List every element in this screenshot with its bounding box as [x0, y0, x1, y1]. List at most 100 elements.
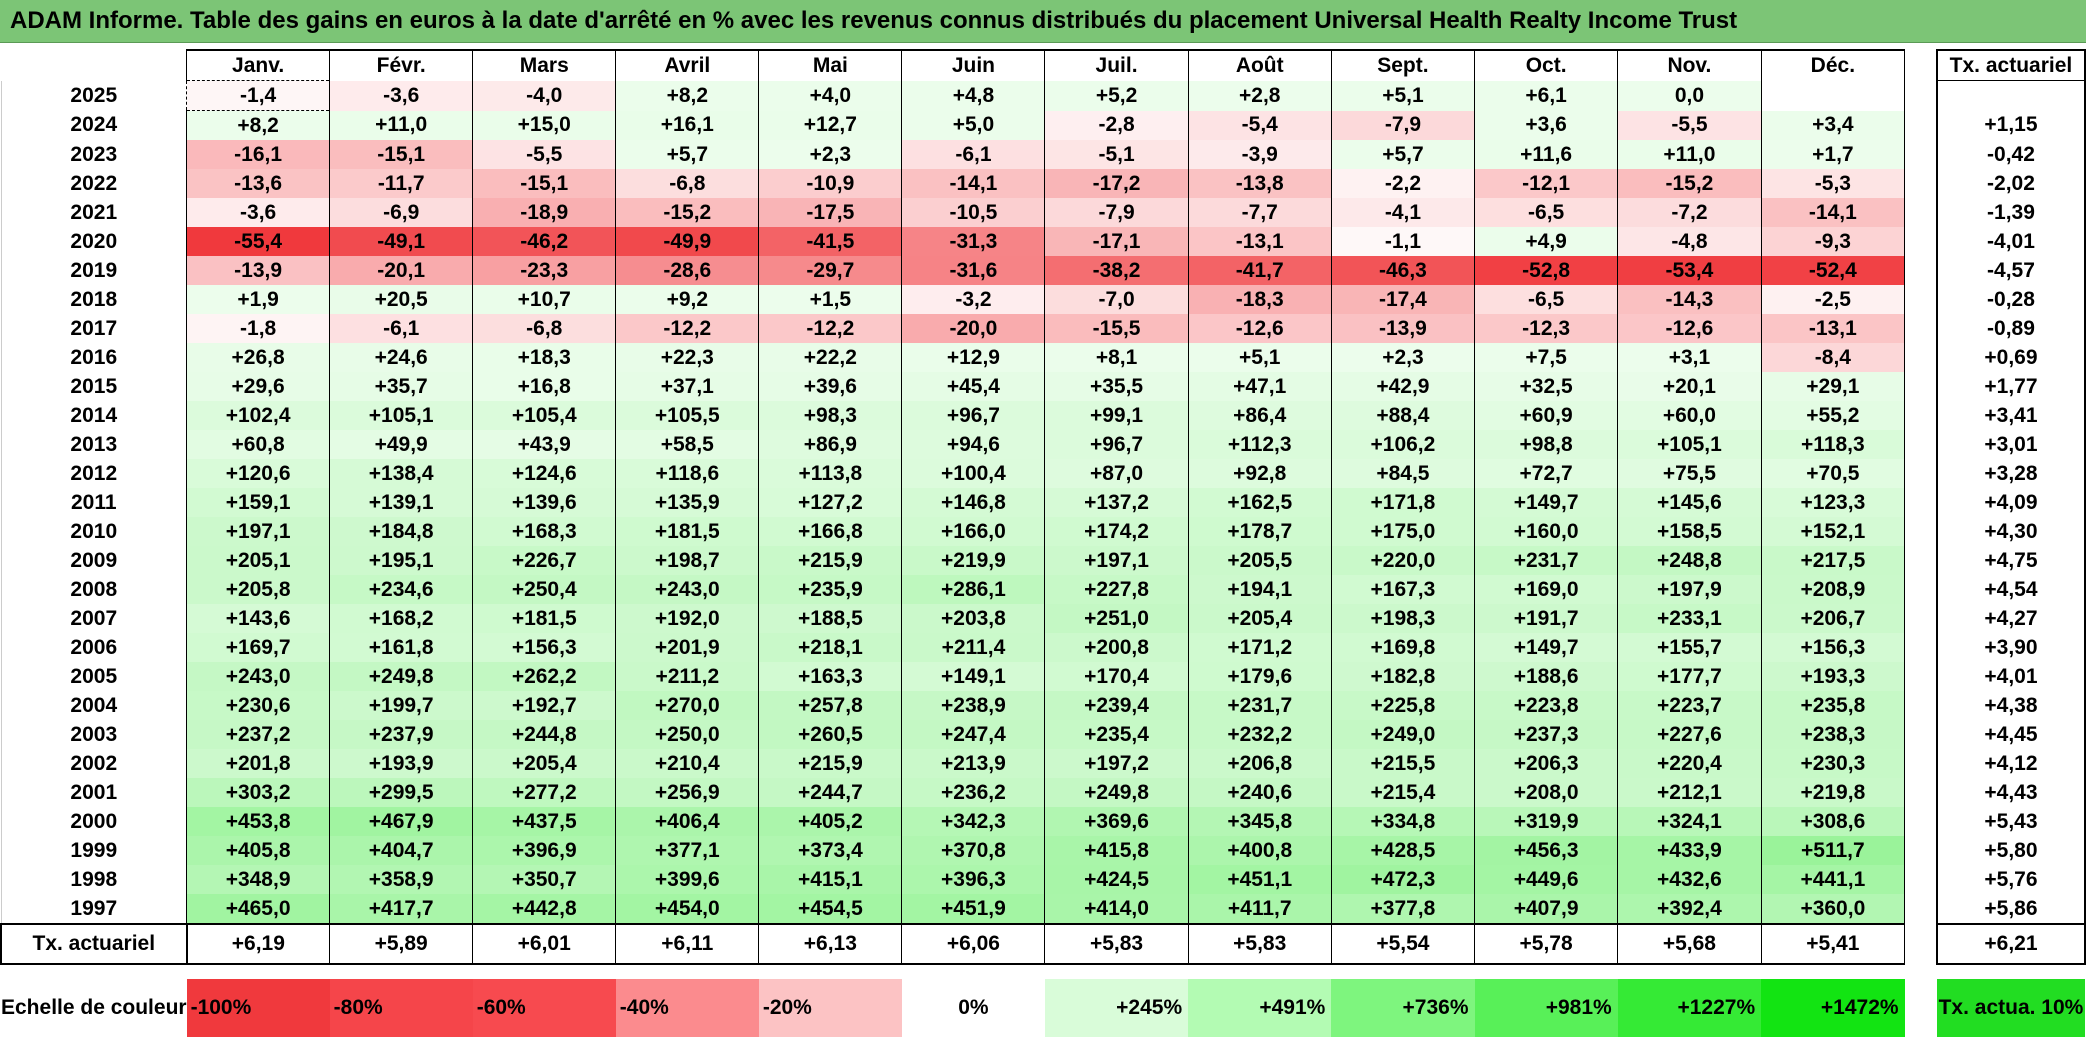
heat-cell: +11,6 — [1474, 140, 1619, 169]
heat-cell: +1,9 — [186, 285, 331, 314]
heat-cell: +260,5 — [758, 720, 903, 749]
color-scale-step: +245% — [1044, 979, 1189, 1037]
heat-cell: -29,7 — [758, 256, 903, 285]
color-scale-step: +981% — [1474, 979, 1618, 1037]
heat-cell: +171,8 — [1330, 488, 1476, 517]
heat-cell: +396,3 — [901, 865, 1046, 894]
header-row: Janv. Févr. Mars Avril Mai Juin Juil. Août Sept.… — [1, 49, 2086, 81]
month-header-3: Mars — [472, 49, 617, 81]
heat-cell: +169,0 — [1474, 575, 1619, 604]
heat-cell: +171,2 — [1187, 633, 1332, 662]
heat-cell: +211,2 — [615, 662, 760, 691]
color-scale-step: -40% — [615, 979, 759, 1037]
heat-cell: +235,4 — [1044, 720, 1189, 749]
heat-cell: +42,9 — [1330, 372, 1476, 401]
heat-cell: -41,7 — [1187, 256, 1332, 285]
heat-cell: 0,0 — [1617, 80, 1762, 111]
month-header-2: Févr. — [329, 49, 474, 81]
heat-cell: +22,3 — [615, 343, 760, 372]
heat-cell: +428,5 — [1330, 836, 1476, 865]
heat-cell: +123,3 — [1760, 488, 1906, 517]
heat-cell: -1,1 — [1330, 227, 1476, 256]
heat-cell: +251,0 — [1044, 604, 1189, 633]
heat-cell: +102,4 — [186, 401, 331, 430]
heat-cell: +137,2 — [1044, 488, 1189, 517]
heat-cell: +35,5 — [1044, 372, 1189, 401]
heat-cell: +2,3 — [1330, 343, 1476, 372]
year-label: 1999 — [0, 836, 187, 865]
heat-cell: +270,0 — [615, 691, 760, 720]
year-label: 2000 — [0, 807, 187, 836]
heat-cell: +60,0 — [1617, 401, 1762, 430]
heat-cell: +98,8 — [1474, 430, 1619, 459]
heat-cell: -4,0 — [472, 80, 617, 111]
year-label: 1998 — [0, 865, 187, 894]
heat-cell: -15,2 — [1617, 169, 1762, 198]
heat-cell: -7,2 — [1617, 198, 1762, 227]
rate-value: -4,01 — [1935, 227, 2086, 256]
heat-cell: +96,7 — [1044, 430, 1189, 459]
total-value: +5,89 — [329, 923, 474, 965]
gap-cell — [1905, 778, 1937, 807]
heat-cell: +206,7 — [1760, 604, 1906, 633]
table-row: 2010 +197,1 +184,8 +168,3 +181,5 +166,8 +166,0… — [0, 517, 2086, 546]
heat-cell: -13,9 — [1330, 314, 1476, 343]
gap-cell — [1905, 285, 1937, 314]
heat-cell: +405,8 — [186, 836, 331, 865]
heat-cell: +213,9 — [901, 749, 1046, 778]
heat-cell: +15,0 — [472, 110, 617, 140]
heat-cell: +286,1 — [901, 575, 1046, 604]
month-header-5: Mai — [758, 49, 903, 81]
heat-cell: +175,0 — [1330, 517, 1476, 546]
heat-cell: -9,3 — [1760, 227, 1906, 256]
heat-cell: -1,8 — [186, 314, 331, 343]
color-scale-step: -100% — [186, 979, 330, 1037]
gap-cell — [1905, 488, 1937, 517]
color-scale-step: 0% — [901, 979, 1045, 1037]
table-row: 1997 +465,0 +417,7 +442,8 +454,0 +454,5 +451,9… — [0, 894, 2086, 925]
gap-cell — [1905, 459, 1937, 488]
heat-cell: -14,1 — [1760, 198, 1906, 227]
heat-cell: -6,8 — [472, 314, 617, 343]
heat-cell: +87,0 — [1044, 459, 1189, 488]
heat-cell: -15,5 — [1044, 314, 1189, 343]
heat-cell: +55,2 — [1760, 401, 1906, 430]
heat-cell: +5,7 — [615, 140, 760, 169]
heat-cell: +399,6 — [615, 865, 760, 894]
heat-cell: +149,7 — [1474, 633, 1619, 662]
rate-value: +5,86 — [1935, 894, 2086, 925]
heat-cell: +1,7 — [1760, 140, 1906, 169]
total-value: +5,83 — [1187, 923, 1332, 965]
heat-cell: +248,8 — [1617, 546, 1762, 575]
heat-cell: -15,1 — [329, 140, 474, 169]
heat-cell: +303,2 — [186, 778, 331, 807]
rate-value: -4,57 — [1935, 256, 2086, 285]
heat-cell: +231,7 — [1187, 691, 1332, 720]
heat-cell: +72,7 — [1474, 459, 1619, 488]
table-row: 2004 +230,6 +199,7 +192,7 +270,0 +257,8 +238,9… — [0, 691, 2086, 720]
heat-cell: +156,3 — [1760, 633, 1906, 662]
heat-cell: +96,7 — [901, 401, 1046, 430]
heat-cell: +205,4 — [1187, 604, 1332, 633]
heat-cell: +60,9 — [1474, 401, 1619, 430]
heat-cell: +415,8 — [1044, 836, 1189, 865]
table-row: 2025 -1,4 -3,6 -4,0 +8,2 +4,0 +4,8 +5,2 +2,8 +5,1… — [0, 80, 2086, 111]
rate-value: +4,43 — [1935, 778, 2086, 807]
heat-cell: +149,1 — [901, 662, 1046, 691]
heat-cell: +181,5 — [472, 604, 617, 633]
heat-cell: +12,9 — [901, 343, 1046, 372]
heat-cell: +230,6 — [186, 691, 331, 720]
corner-cell — [1, 50, 187, 81]
heat-cell: +145,6 — [1617, 488, 1762, 517]
rate-value: +4,30 — [1935, 517, 2086, 546]
year-label: 2016 — [0, 343, 187, 372]
spacer-row — [1, 964, 2085, 979]
heat-cell: +223,7 — [1617, 691, 1762, 720]
heat-cell: -2,2 — [1330, 169, 1476, 198]
heat-cell: +373,4 — [758, 836, 903, 865]
heat-cell: +168,2 — [329, 604, 474, 633]
gap-cell — [1905, 227, 1937, 256]
gap-cell — [1905, 314, 1937, 343]
heat-cell: +233,1 — [1617, 604, 1762, 633]
heat-cell: -15,1 — [472, 169, 617, 198]
